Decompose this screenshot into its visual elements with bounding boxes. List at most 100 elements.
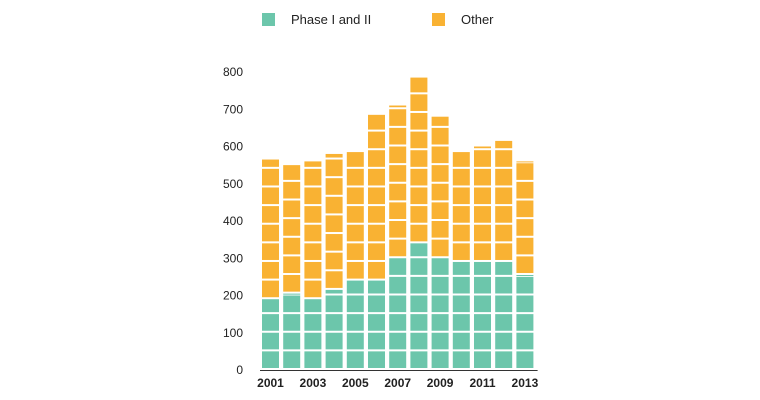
bar-block [389,202,407,219]
bar-2005 [346,152,364,368]
bar-block [516,181,534,199]
bar-segment-other-2008 [410,77,428,242]
bar-block [516,314,534,331]
bar-block [474,168,491,186]
bar-block [389,351,407,368]
bar-block [262,332,279,350]
bar-segment-phase-2004 [325,289,343,368]
bar-block [262,159,279,167]
bar-segment-other-2012 [495,140,513,260]
bar-block [389,127,407,145]
bar-block [495,150,513,167]
bar-segment-phase-2001 [262,299,279,368]
bar-block [452,168,470,186]
y-tick-label: 700 [223,102,243,116]
bar-block [410,94,428,111]
bar-block [262,261,279,279]
bar-block [410,112,428,130]
bar-block [474,276,491,294]
x-tick-label: 2003 [300,376,327,390]
bar-block [304,351,322,368]
x-tick-label: 2013 [512,376,539,390]
bar-segment-other-2006 [368,114,385,279]
bar-segment-other-2003 [304,161,322,298]
bar-block [262,206,279,223]
bar-block [262,351,279,368]
y-tick-label: 600 [223,140,243,154]
bar-block [495,187,513,205]
chart-legend: Phase I and II Other [0,12,760,32]
bar-block [346,332,364,350]
bar-block [304,243,322,260]
legend-item-other: Other [432,12,494,27]
bar-block [410,187,428,205]
bar-block [389,165,407,182]
bar-block [516,163,534,180]
bar-block [474,314,491,331]
bar-block [431,165,449,182]
bar-block [368,131,385,149]
bar-block [474,243,491,260]
bar-block [431,314,449,331]
bar-block [431,276,449,294]
bar-block [283,256,301,274]
bar-segment-phase-2011 [474,261,491,368]
bar-block [410,243,428,257]
bar-block [495,276,513,294]
bar-block [495,332,513,350]
bar-block [452,243,470,260]
bar-segment-phase-2009 [431,258,449,368]
bar-block [346,187,364,205]
bar-block [410,295,428,313]
bar-block [452,187,470,205]
y-tick-label: 0 [236,363,243,377]
bar-block [495,314,513,331]
bar-block [325,215,343,233]
bar-block [346,152,364,167]
legend-swatch-phase [262,13,275,26]
bar-block [474,224,491,242]
bar-segment-other-2001 [262,159,279,298]
bar-block [389,221,407,238]
bar-block [495,243,513,260]
bar-block [304,161,322,167]
bar-block [283,237,301,255]
bar-block [495,168,513,186]
bar-block [346,351,364,368]
bar-block [346,295,364,313]
bar-block [389,109,407,126]
bar-block [474,187,491,205]
legend-item-phase: Phase I and II [262,12,371,27]
bar-block [474,146,491,149]
x-tick-label: 2007 [384,376,411,390]
bar-block [474,351,491,368]
bar-block [516,351,534,368]
bar-block [346,206,364,223]
bar-block [304,206,322,223]
bar-block [516,256,534,274]
bar-2004 [325,153,343,368]
bar-block [346,168,364,186]
bar-block [262,168,279,186]
bar-block [346,261,364,279]
bar-block [325,196,343,214]
bar-block [431,295,449,313]
bar-2011 [474,146,491,368]
bar-block [452,261,470,275]
bar-segment-other-2005 [346,152,364,279]
bar-block [452,206,470,223]
bar-block [283,200,301,218]
bar-block [431,332,449,350]
bar-block [389,332,407,350]
bar-block [410,150,428,167]
bar-block [283,332,301,350]
bar-block [431,351,449,368]
bar-segment-phase-2013 [516,275,534,368]
bar-block [389,183,407,201]
bar-block [389,295,407,313]
bar-block [283,219,301,236]
bar-block [262,280,279,298]
bar-block [495,140,513,149]
y-tick-label: 200 [223,289,243,303]
bar-block [346,243,364,260]
